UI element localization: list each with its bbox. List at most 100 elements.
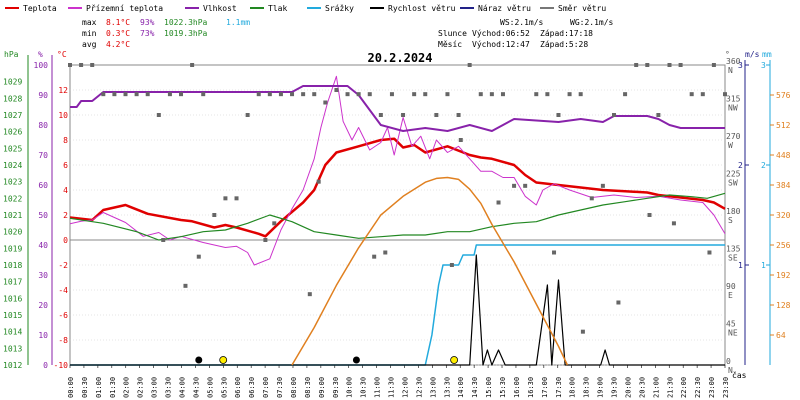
direction-tick-deg: 90 <box>726 282 736 291</box>
x-tick-label: 23:00 <box>708 377 716 398</box>
direction-tick-dir: N <box>728 66 733 75</box>
x-tick-label: 03:30 <box>165 377 173 398</box>
wind-direction-point <box>190 63 195 67</box>
wind-direction-point <box>267 92 272 97</box>
x-tick-label: 13:30 <box>443 377 451 398</box>
stats-min-pres: 1019.3hPa <box>164 29 208 38</box>
pressure-tick-label: 1016 <box>3 294 22 303</box>
solar-tick-label: 512 <box>776 121 791 130</box>
wind-direction-point <box>290 92 295 97</box>
pressure-tick-label: 1022 <box>3 194 22 203</box>
grid <box>69 64 726 366</box>
solar-tick-label: 256 <box>776 241 791 250</box>
temperature-tick-label: 4 <box>63 186 68 195</box>
wind-direction-point <box>161 238 166 242</box>
direction-tick-deg: 180 <box>726 207 741 216</box>
x-tick-label: 22:00 <box>680 377 688 398</box>
x-tick-label: 05:30 <box>220 377 228 398</box>
x-tick-label: 06:00 <box>234 377 242 398</box>
rain-tick-label: 1 <box>761 261 766 270</box>
wind-direction-point <box>589 196 594 201</box>
unit-temp: °C <box>57 50 67 59</box>
legend-label: Vlhkost <box>203 4 237 13</box>
temperature-tick-label: 12 <box>58 86 68 95</box>
x-tick-label: 10:30 <box>360 377 368 398</box>
wind-direction-point <box>578 92 583 97</box>
moon-set: Západ:5:28 <box>540 40 588 49</box>
wind-direction-point <box>434 113 439 117</box>
wind-direction-point <box>201 92 206 97</box>
chart-legend: Teplota Přízemní teplota Vlhkost Tlak Srážky… <box>5 4 606 13</box>
wind-direction-point <box>307 292 312 297</box>
stats-avg-temp: 4.2°C <box>106 40 130 49</box>
solar-tick-label: 448 <box>776 151 791 160</box>
humidity-tick-label: 10 <box>38 331 48 340</box>
series-tlak <box>69 192 726 241</box>
wind-direction-point <box>134 92 139 97</box>
x-tick-label: 07:30 <box>276 377 284 398</box>
humidity-tick-label: 20 <box>38 301 48 310</box>
temperature-tick-label: -8 <box>58 336 68 345</box>
wind-direction-point <box>534 92 539 97</box>
x-tick-label: 17:00 <box>541 377 549 398</box>
wind-direction-point <box>378 113 383 117</box>
stats-min-hum: 73% <box>140 29 155 38</box>
wind-direction-point <box>467 63 472 67</box>
direction-tick-deg: 45 <box>726 320 736 329</box>
direction-tick-deg: 225 <box>726 170 741 179</box>
direction-tick-dir: SE <box>728 254 738 263</box>
x-tick-label: 06:30 <box>248 377 256 398</box>
wind-direction-point <box>623 92 628 97</box>
wind-direction-point <box>667 63 672 67</box>
pressure-tick-label: 1019 <box>3 244 22 253</box>
x-tick-label: 14:00 <box>457 377 465 398</box>
rain-tick-label: 2 <box>761 161 766 170</box>
legend-label: Směr větru <box>558 4 606 13</box>
wind-direction-point <box>707 250 712 255</box>
wind-gust-marker <box>352 356 360 364</box>
series-přízemní-teplota <box>69 75 726 266</box>
x-tick-label: 16:00 <box>513 377 521 398</box>
pressure-tick-label: 1023 <box>3 178 22 187</box>
pressure-tick-label: 1015 <box>3 311 22 320</box>
humidity-tick-label: 30 <box>38 271 48 280</box>
pressure-tick-label: 1020 <box>3 228 22 237</box>
pressure-tick-label: 1021 <box>3 211 22 220</box>
solar-tick-label: 192 <box>776 271 791 280</box>
wind-direction-point <box>323 100 328 105</box>
wind-direction-point <box>345 92 350 97</box>
wind-direction-point <box>445 92 450 97</box>
solar-tick-label: 128 <box>776 301 791 310</box>
wind-direction-point <box>671 221 676 226</box>
direction-tick-deg: 360 <box>726 57 741 66</box>
legend-label: Přízemní teplota <box>86 4 163 13</box>
legend-label: Srážky <box>325 4 354 13</box>
wind-direction-point <box>512 183 517 188</box>
x-tick-label: 03:00 <box>151 377 159 398</box>
x-tick-label: 09:30 <box>332 377 340 398</box>
pressure-tick-label: 1017 <box>3 278 22 287</box>
x-tick-label: 10:00 <box>346 377 354 398</box>
pressure-tick-label: 1024 <box>3 161 22 170</box>
wind-direction-point <box>545 92 550 97</box>
x-tick-label: 20:30 <box>638 377 646 398</box>
stats-min-temp: 0.3°C <box>106 29 130 38</box>
x-tick-label: 12:00 <box>401 377 409 398</box>
series-srážky <box>70 244 725 366</box>
wind-gust-info: WG:2.1m/s <box>570 18 614 27</box>
wind-tick-label: 3 <box>738 61 743 70</box>
series-vlhkost <box>70 85 725 132</box>
moon-rise: Východ:12:47 <box>472 40 530 49</box>
wind-direction-point <box>634 63 639 67</box>
humidity-tick-label: 80 <box>38 121 48 130</box>
chart-date: 20.2.2024 <box>367 51 432 65</box>
stats-max-label: max <box>82 18 97 27</box>
legend-label: Tlak <box>268 4 287 13</box>
wind-direction-point <box>723 92 727 97</box>
wind-speed-info: WS:2.1m/s <box>500 18 544 27</box>
wind-direction-point <box>234 196 239 201</box>
legend-label: Teplota <box>23 4 57 13</box>
wind-direction-point <box>423 92 428 97</box>
pressure-tick-label: 1028 <box>3 94 22 103</box>
